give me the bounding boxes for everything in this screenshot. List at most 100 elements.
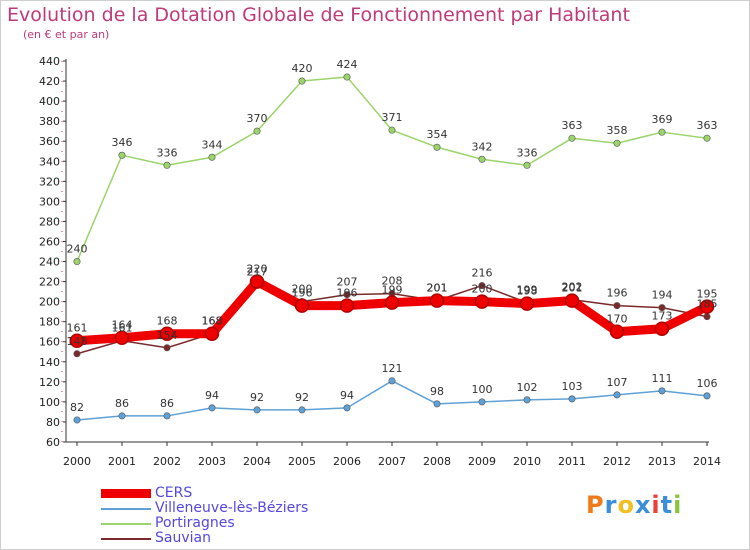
x-tick-label: 2000 <box>63 455 91 468</box>
legend-swatch-sauvian <box>101 538 151 540</box>
point-portiragnes <box>433 143 441 151</box>
logo-letter: r <box>604 491 618 519</box>
point-cers <box>249 274 265 289</box>
x-tick-label: 2003 <box>198 455 226 468</box>
point-cers <box>384 295 400 310</box>
point-cers <box>339 298 355 313</box>
x-tick-label: 2009 <box>468 455 496 468</box>
chart-title: Evolution de la Dotation Globale de Fonc… <box>7 4 630 26</box>
y-tick-label: 300 <box>39 195 60 208</box>
y-tick-label: 280 <box>39 215 60 228</box>
x-tick-label: 2011 <box>558 455 586 468</box>
point-villeneuve-les-beziers <box>73 416 81 424</box>
y-tick-label: 160 <box>39 336 60 349</box>
data-label-cers: 173 <box>652 310 673 323</box>
point-cers <box>114 330 130 345</box>
point-cers <box>519 296 535 311</box>
logo-letter: o <box>617 491 635 519</box>
point-sauvian <box>703 313 711 321</box>
point-portiragnes <box>703 134 711 142</box>
data-label-cers: 168 <box>202 315 223 328</box>
data-label-villeneuve-les-beziers: 94 <box>340 389 354 402</box>
data-label-sauvian: 196 <box>607 287 628 300</box>
point-villeneuve-les-beziers <box>658 387 666 395</box>
y-tick-label: 200 <box>39 296 60 309</box>
data-label-sauvian: 194 <box>652 289 673 302</box>
data-label-sauvian: 161 <box>112 322 133 335</box>
data-label-portiragnes: 371 <box>382 111 403 124</box>
data-label-villeneuve-les-beziers: 111 <box>652 372 673 385</box>
point-portiragnes <box>118 151 126 159</box>
point-cers <box>654 321 670 336</box>
legend-label-cers: CERS <box>155 485 193 501</box>
data-label-sauvian: 200 <box>292 283 313 296</box>
legend-swatch-portiragnes <box>101 523 151 525</box>
data-label-portiragnes: 336 <box>157 146 178 159</box>
y-tick-label: 100 <box>39 396 60 409</box>
data-label-villeneuve-les-beziers: 100 <box>472 383 493 396</box>
point-portiragnes <box>478 155 486 163</box>
point-villeneuve-les-beziers <box>388 377 396 385</box>
point-portiragnes <box>613 139 621 147</box>
x-tick-label: 2005 <box>288 455 316 468</box>
logo-letter: P <box>586 491 605 519</box>
x-tick-label: 2004 <box>243 455 271 468</box>
point-villeneuve-les-beziers <box>703 392 711 400</box>
legend-label-portiragnes: Portiragnes <box>155 515 235 531</box>
point-villeneuve-les-beziers <box>568 395 576 403</box>
data-label-sauvian: 202 <box>562 281 583 294</box>
data-label-portiragnes: 240 <box>67 243 88 256</box>
data-label-sauvian: 154 <box>157 329 178 342</box>
point-cers <box>69 333 85 348</box>
y-tick-label: 220 <box>39 276 60 289</box>
point-cers <box>204 326 220 341</box>
x-tick-label: 2012 <box>603 455 631 468</box>
point-sauvian <box>478 282 486 290</box>
data-label-cers: 199 <box>382 284 403 297</box>
data-label-cers: 220 <box>247 263 268 276</box>
point-cers <box>159 326 175 341</box>
data-label-villeneuve-les-beziers: 94 <box>205 389 219 402</box>
data-label-villeneuve-les-beziers: 106 <box>697 377 718 390</box>
data-label-cers: 170 <box>607 313 628 326</box>
data-label-villeneuve-les-beziers: 121 <box>382 362 403 375</box>
data-label-cers: 196 <box>292 287 313 300</box>
data-label-portiragnes: 370 <box>247 112 268 125</box>
data-label-sauvian: 201 <box>427 282 448 295</box>
y-tick-label: 340 <box>39 155 60 168</box>
point-villeneuve-les-beziers <box>523 396 531 404</box>
y-tick-label: 360 <box>39 135 60 148</box>
data-label-cers: 196 <box>337 287 358 300</box>
data-label-portiragnes: 354 <box>427 128 448 141</box>
y-tick-label: 260 <box>39 235 60 248</box>
data-label-sauvian: 208 <box>382 275 403 288</box>
data-label-villeneuve-les-beziers: 98 <box>430 385 444 398</box>
point-villeneuve-les-beziers <box>118 412 126 420</box>
point-villeneuve-les-beziers <box>613 391 621 399</box>
data-label-villeneuve-les-beziers: 92 <box>295 391 309 404</box>
data-label-portiragnes: 344 <box>202 138 223 151</box>
point-sauvian <box>658 304 666 312</box>
x-tick-label: 2008 <box>423 455 451 468</box>
data-label-portiragnes: 363 <box>562 119 583 132</box>
point-sauvian <box>343 291 351 299</box>
data-label-cers: 161 <box>67 322 88 335</box>
data-label-cers: 164 <box>112 319 133 332</box>
y-tick-label: 140 <box>39 356 60 369</box>
point-villeneuve-les-beziers <box>298 406 306 414</box>
data-label-cers: 201 <box>427 282 448 295</box>
data-label-cers: 198 <box>517 285 538 298</box>
proxiti-logo: Proxiti <box>586 491 682 519</box>
data-label-villeneuve-les-beziers: 103 <box>562 380 583 393</box>
point-portiragnes <box>388 126 396 134</box>
point-cers <box>294 298 310 313</box>
point-cers <box>609 324 625 339</box>
point-portiragnes <box>568 134 576 142</box>
data-label-sauvian: 207 <box>337 276 358 289</box>
data-label-portiragnes: 363 <box>697 119 718 132</box>
y-tick-label: 420 <box>39 75 60 88</box>
data-label-portiragnes: 424 <box>337 58 358 71</box>
point-sauvian <box>613 302 621 310</box>
point-portiragnes <box>253 127 261 135</box>
